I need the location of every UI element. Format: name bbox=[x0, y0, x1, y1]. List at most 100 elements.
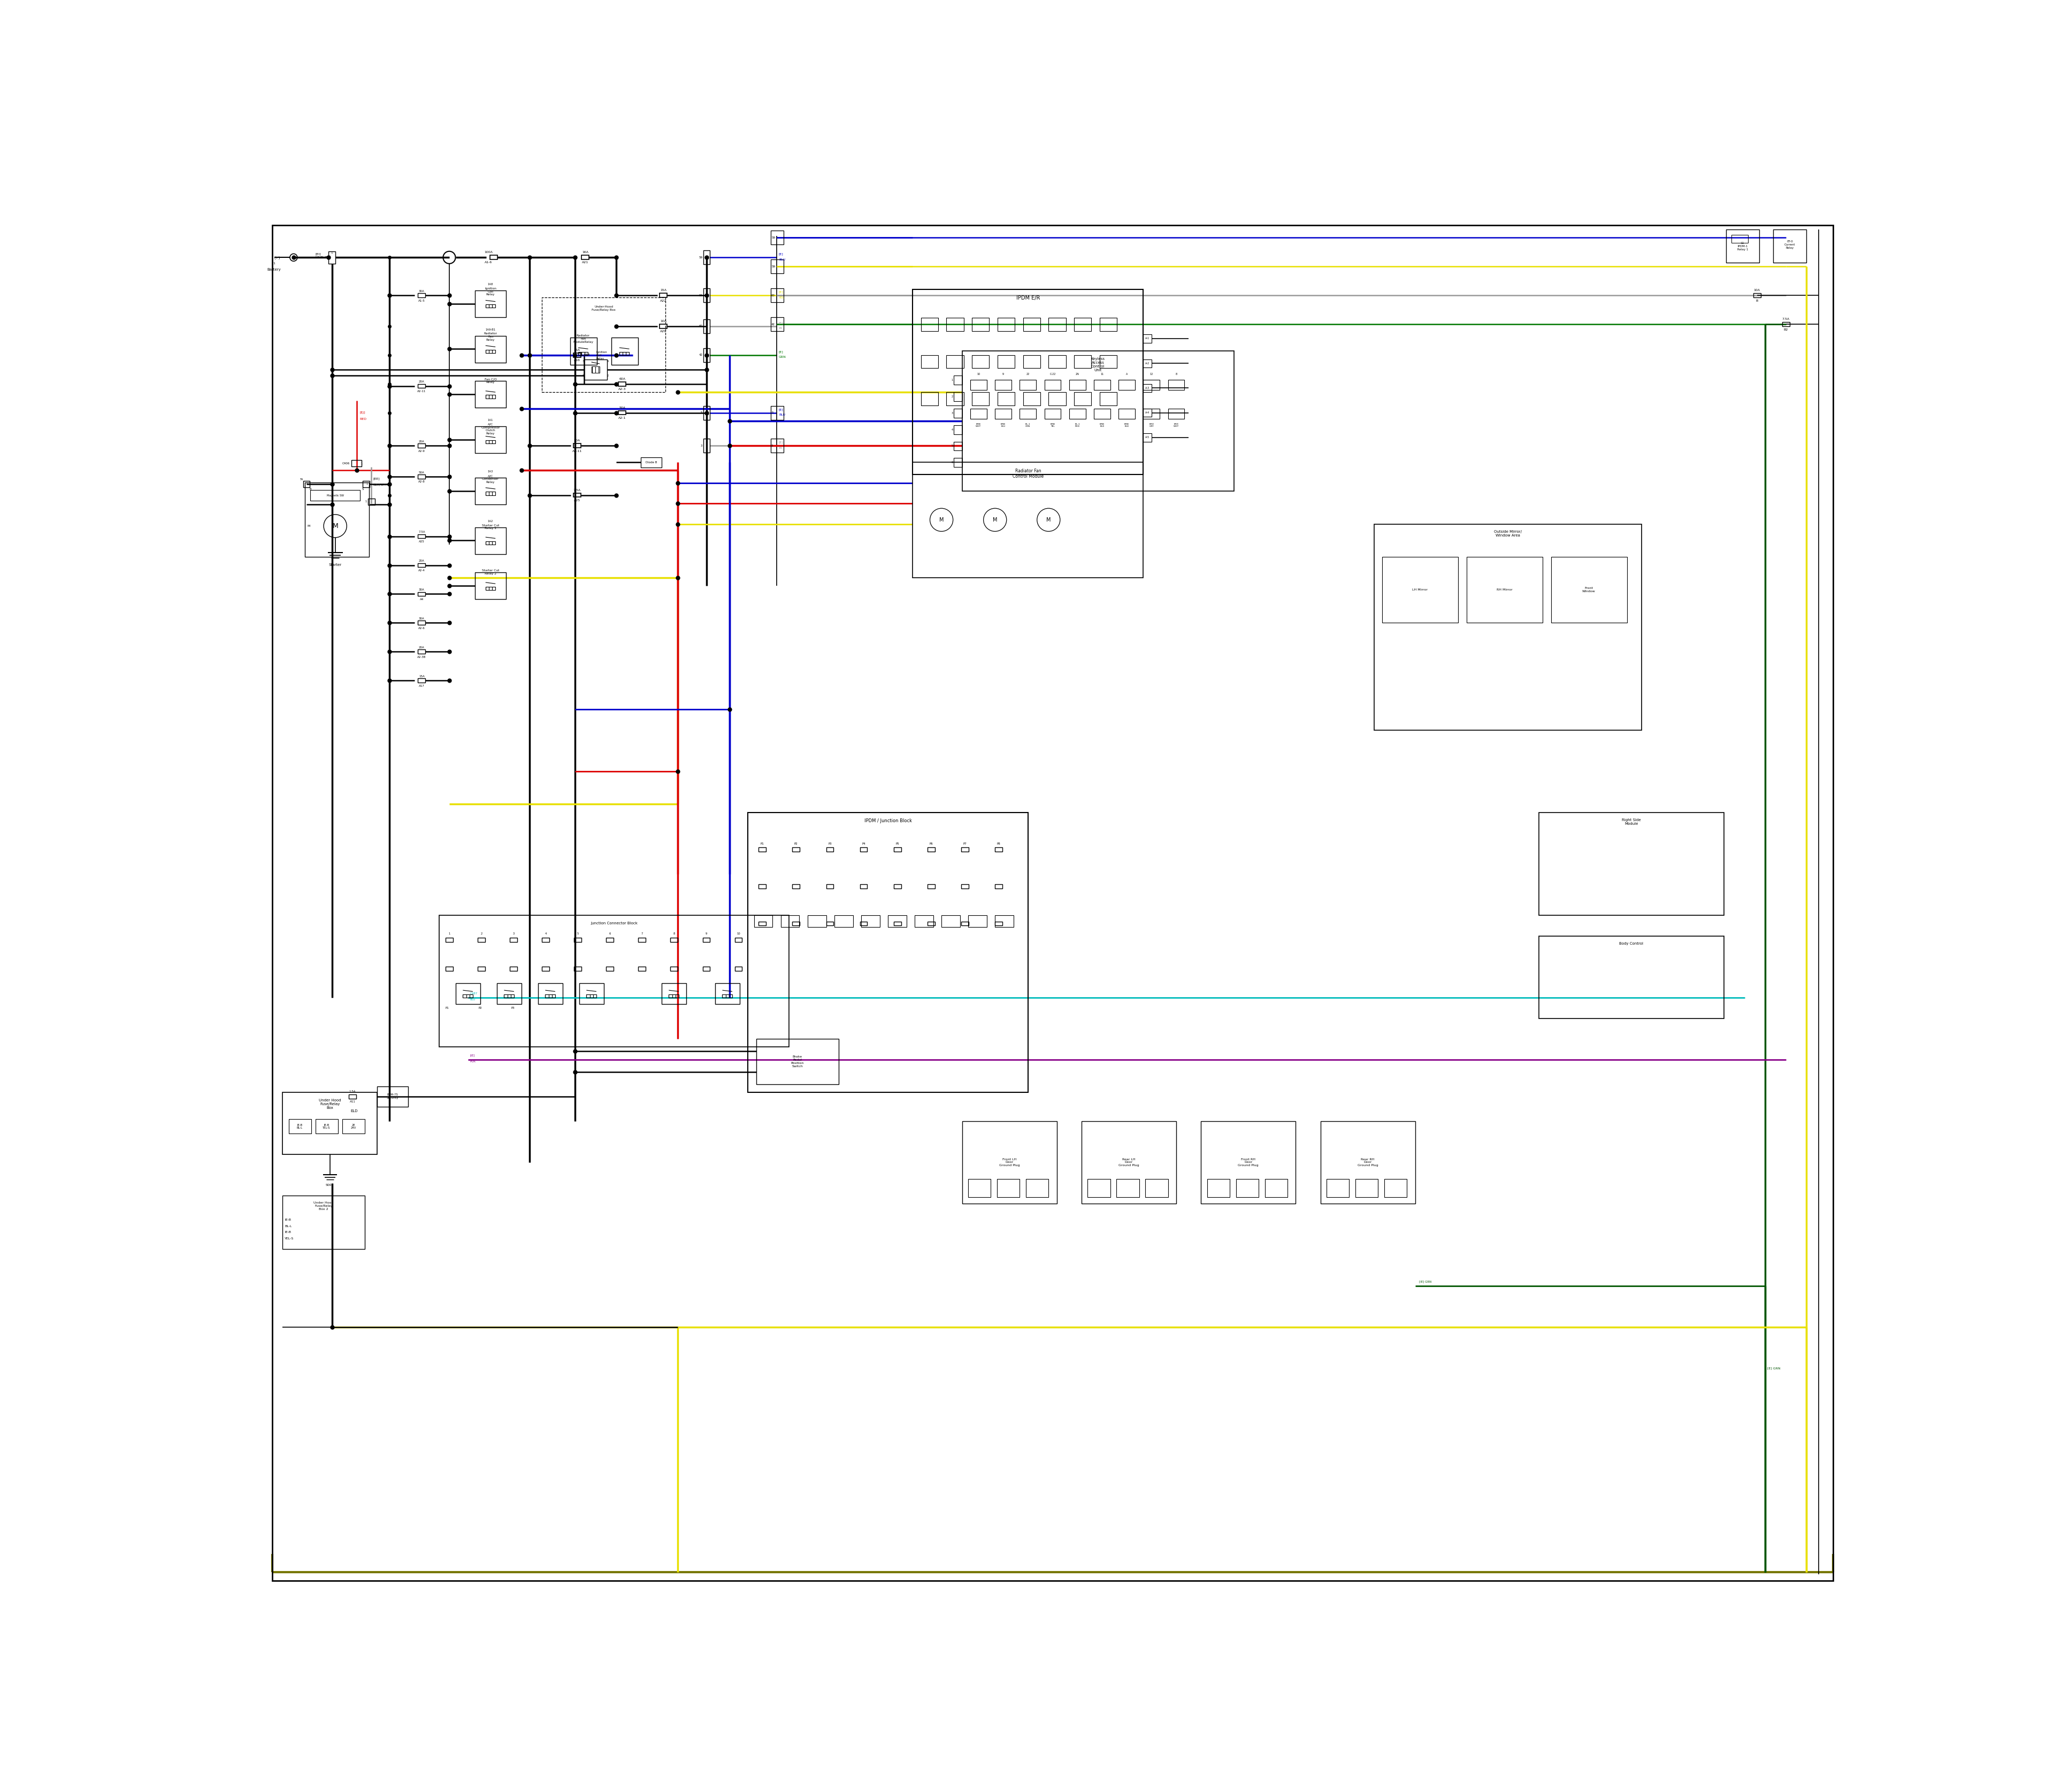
Text: 1A3: 1A3 bbox=[487, 471, 493, 473]
Bar bbox=[618, 382, 626, 385]
Bar bbox=[998, 355, 1015, 369]
Text: 30A: 30A bbox=[419, 618, 425, 620]
Bar bbox=[770, 405, 785, 419]
Bar bbox=[994, 409, 1011, 419]
Bar bbox=[793, 921, 799, 925]
Bar bbox=[953, 425, 961, 434]
Text: Starter Cut
Relay 1: Starter Cut Relay 1 bbox=[483, 523, 499, 530]
Bar bbox=[1202, 1122, 1296, 1204]
Text: P5: P5 bbox=[896, 842, 900, 846]
Text: BRB
BLK: BRB BLK bbox=[1099, 423, 1105, 428]
Text: 7.5A: 7.5A bbox=[1783, 317, 1789, 321]
Text: 16A: 16A bbox=[573, 349, 579, 351]
Text: A-5: A-5 bbox=[1146, 435, 1150, 439]
Text: [E]: [E] bbox=[778, 351, 783, 353]
Text: P3: P3 bbox=[511, 1007, 516, 1009]
Text: P3: P3 bbox=[828, 842, 832, 846]
Text: BRX
GRY: BRX GRY bbox=[1148, 423, 1154, 428]
Text: 0T-0
Current
Relay: 0T-0 Current Relay bbox=[1785, 240, 1795, 249]
Text: M: M bbox=[1045, 518, 1052, 523]
Text: 16A: 16A bbox=[581, 251, 587, 253]
Bar bbox=[1099, 317, 1117, 332]
Bar bbox=[941, 916, 959, 926]
Bar bbox=[1327, 1179, 1349, 1197]
Text: Right Side
Module: Right Side Module bbox=[1623, 819, 1641, 826]
Bar bbox=[618, 410, 626, 414]
Text: 42: 42 bbox=[698, 353, 702, 357]
Bar bbox=[861, 848, 867, 851]
Bar bbox=[474, 290, 505, 317]
Bar bbox=[497, 984, 522, 1004]
Text: W: W bbox=[778, 446, 783, 450]
Bar bbox=[920, 355, 939, 369]
Text: 50A: 50A bbox=[419, 471, 425, 473]
Text: Magnetic SW: Magnetic SW bbox=[327, 495, 343, 496]
Bar bbox=[417, 620, 425, 625]
Text: 7.5A: 7.5A bbox=[419, 530, 425, 534]
Bar bbox=[1467, 557, 1543, 624]
Bar bbox=[485, 491, 495, 495]
Text: 50A: 50A bbox=[618, 407, 626, 409]
Bar bbox=[417, 444, 425, 448]
Text: A-3: A-3 bbox=[1146, 387, 1150, 389]
Bar bbox=[1119, 409, 1136, 419]
Bar bbox=[606, 966, 614, 971]
Bar bbox=[1119, 380, 1136, 391]
Bar bbox=[474, 335, 505, 362]
Bar bbox=[723, 995, 731, 998]
Bar bbox=[998, 392, 1015, 405]
Bar bbox=[612, 337, 639, 364]
Text: GRN: GRN bbox=[778, 357, 787, 358]
Text: A2-6: A2-6 bbox=[419, 627, 425, 629]
Bar bbox=[994, 848, 1002, 851]
Text: PUR: PUR bbox=[470, 1061, 477, 1063]
Bar bbox=[474, 426, 505, 453]
Text: [E]: [E] bbox=[778, 441, 783, 444]
Text: 42: 42 bbox=[772, 323, 774, 326]
Bar bbox=[581, 256, 589, 260]
Text: P7: P7 bbox=[963, 842, 967, 846]
Bar bbox=[893, 885, 902, 889]
Bar bbox=[479, 966, 485, 971]
Bar bbox=[417, 649, 425, 654]
Bar bbox=[440, 916, 789, 1047]
Bar bbox=[972, 392, 990, 405]
Text: Radiator
Fan
Relay: Radiator Fan Relay bbox=[485, 333, 497, 340]
Bar bbox=[920, 317, 939, 332]
Text: Under-Hood
Fuse/Relay Box: Under-Hood Fuse/Relay Box bbox=[592, 306, 616, 312]
Bar bbox=[1074, 355, 1091, 369]
Text: BLK/WHT: BLK/WHT bbox=[374, 484, 388, 486]
Bar bbox=[417, 475, 425, 478]
Text: A2-4: A2-4 bbox=[419, 570, 425, 572]
Text: BRB
WHT: BRB WHT bbox=[976, 423, 982, 428]
Text: [E]: [E] bbox=[778, 290, 783, 294]
Text: A2-11: A2-11 bbox=[417, 391, 425, 392]
Text: [E]: [E] bbox=[778, 409, 783, 410]
Text: A2-8: A2-8 bbox=[419, 480, 425, 484]
Bar bbox=[283, 1195, 366, 1249]
Bar bbox=[1551, 557, 1627, 624]
Text: [IE] GRN: [IE] GRN bbox=[1419, 1281, 1432, 1283]
Bar bbox=[417, 294, 425, 297]
Bar bbox=[1144, 434, 1152, 441]
Text: A-2: A-2 bbox=[1146, 362, 1150, 364]
Text: 1: 1 bbox=[273, 262, 275, 265]
Bar bbox=[1048, 392, 1066, 405]
Bar bbox=[994, 921, 1002, 925]
Text: [E]: [E] bbox=[778, 253, 783, 256]
Text: P2: P2 bbox=[795, 842, 797, 846]
Bar bbox=[1095, 380, 1111, 391]
Bar bbox=[702, 348, 711, 362]
Bar bbox=[1095, 409, 1111, 419]
Text: BL-L: BL-L bbox=[286, 1226, 292, 1228]
Bar bbox=[1025, 1179, 1048, 1197]
Text: 20A: 20A bbox=[573, 439, 579, 443]
Bar bbox=[538, 984, 563, 1004]
Bar bbox=[349, 1095, 355, 1098]
Bar bbox=[503, 995, 514, 998]
Bar bbox=[967, 1179, 990, 1197]
Text: 7.5A: 7.5A bbox=[573, 489, 581, 491]
Text: L1: L1 bbox=[1742, 242, 1744, 244]
Bar bbox=[485, 441, 495, 444]
Text: A22: A22 bbox=[659, 299, 668, 303]
